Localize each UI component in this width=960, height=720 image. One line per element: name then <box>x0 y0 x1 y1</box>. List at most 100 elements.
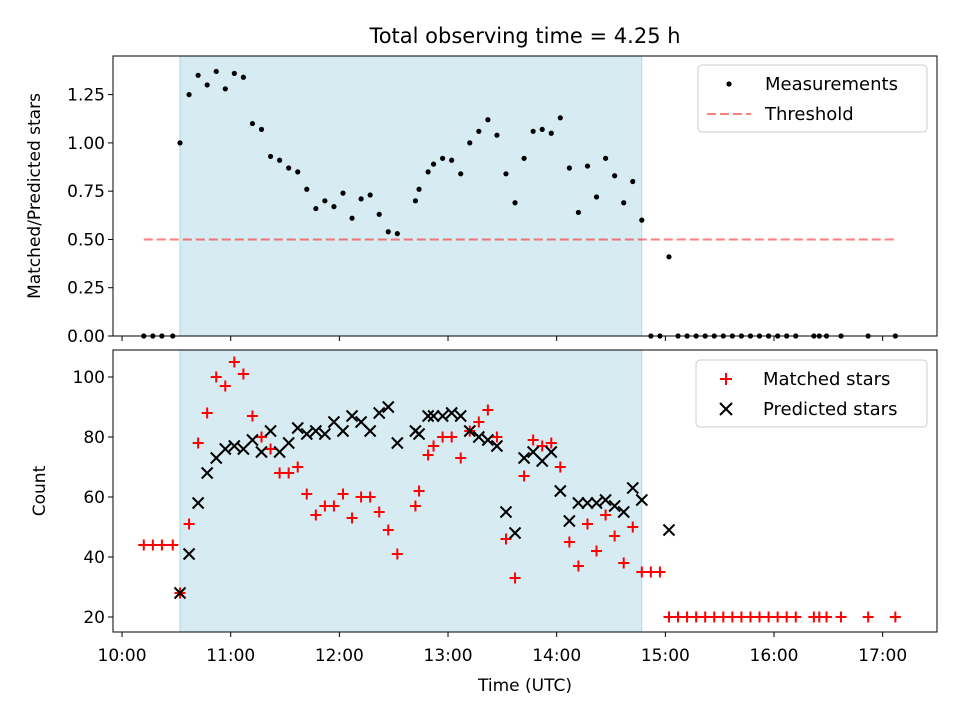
predicted-star-point <box>173 586 187 600</box>
measurement-point <box>195 72 201 78</box>
predicted-star-point <box>490 439 504 453</box>
matched-star-point <box>581 518 593 530</box>
matched-star-point <box>228 356 240 368</box>
matched-star-point <box>201 407 213 419</box>
predicted-star-point <box>421 409 435 423</box>
top-x-axis-ticks <box>121 336 884 341</box>
measurement-point <box>602 155 609 161</box>
top-y-tick-label: 0.75 <box>67 182 105 202</box>
predicted-star-point <box>581 496 594 510</box>
measurement-point <box>313 205 319 212</box>
measurement-point <box>639 217 645 223</box>
matched-star-point <box>862 611 874 623</box>
matched-star-point <box>618 557 630 569</box>
bottom-x-tick-label: 15:00 <box>641 646 690 666</box>
predicted-star-point <box>391 436 404 450</box>
bottom-legend-frame <box>695 359 928 428</box>
top-y-tick-label: 0.25 <box>67 279 105 299</box>
measurement-point <box>249 120 256 127</box>
bottom-x-tick-label: 13:00 <box>424 646 473 666</box>
top-y-axis-label: Matched/Predicted stars <box>25 93 45 299</box>
predicted-star-point <box>264 424 277 438</box>
predicted-star-point <box>382 400 395 414</box>
measurement-point <box>412 198 419 204</box>
legend-measurements-label: Measurements <box>765 74 898 95</box>
predicted-star-point <box>463 424 476 438</box>
matched-star-point <box>167 539 179 551</box>
top-y-tick-label: 0.00 <box>67 327 105 347</box>
top-legend: Measurements Threshold <box>697 64 928 133</box>
matched-star-point <box>337 488 349 500</box>
top-plot-frame <box>112 55 938 337</box>
matched-star-point <box>246 410 258 422</box>
chart-title: Total observing time = 4.25 h <box>368 24 680 48</box>
bottom-panel: 20 40 60 80 100 10:00 11:00 12:00 13:00 14:00 15:… <box>30 349 938 696</box>
legend-matched-marker <box>720 373 732 385</box>
matched-star-point <box>500 533 512 545</box>
matched-star-point <box>446 431 458 443</box>
predicted-star-point <box>590 496 603 510</box>
predicted-star-point <box>572 496 585 510</box>
predicted-star-point <box>472 430 486 444</box>
bottom-x-tick-label: 11:00 <box>206 646 255 666</box>
measurement-point <box>416 186 422 192</box>
matched-star-point <box>219 380 231 392</box>
matched-star-point <box>409 500 421 512</box>
measurement-point <box>521 155 527 161</box>
measurement-point <box>476 128 482 134</box>
measurement-point <box>425 169 431 175</box>
matched-star-point <box>455 452 467 464</box>
bottom-legend: Matched stars Predicted stars <box>695 359 928 428</box>
bottom-y-axis-ticks: 20 40 60 80 100 <box>73 368 113 628</box>
top-y-tick-label: 1.00 <box>67 134 105 154</box>
predicted-star-point <box>635 493 649 507</box>
matched-star-point <box>192 437 204 449</box>
bottom-y-tick-label: 80 <box>83 428 105 448</box>
matched-star-point <box>482 404 494 416</box>
predicted-star-points <box>173 400 676 600</box>
matched-star-point <box>364 491 376 503</box>
top-y-axis-ticks: 0.00 0.25 0.50 0.75 1.00 1.25 <box>67 86 113 347</box>
predicted-star-point <box>617 505 630 519</box>
predicted-star-point <box>545 445 558 459</box>
legend-matched-label: Matched stars <box>763 369 890 390</box>
matched-star-point <box>382 524 394 536</box>
matched-star-point <box>473 416 485 428</box>
predicted-star-point <box>182 547 196 561</box>
matched-star-point <box>609 530 621 542</box>
predicted-star-point <box>246 433 259 447</box>
matched-star-point <box>527 434 539 446</box>
predicted-star-point <box>626 481 639 495</box>
matched-star-point <box>210 371 222 383</box>
measurement-point <box>430 161 437 167</box>
predicted-star-point <box>191 496 205 510</box>
measurement-point <box>494 132 500 138</box>
measurement-point <box>539 126 545 132</box>
measurement-point <box>458 171 464 177</box>
predicted-star-point <box>255 445 268 459</box>
measurement-points <box>141 68 898 339</box>
matched-star-point <box>156 539 168 551</box>
matched-star-point <box>790 611 802 623</box>
measurement-point <box>376 211 382 217</box>
predicted-star-point <box>563 514 576 528</box>
predicted-star-point <box>282 436 295 450</box>
measurement-point <box>331 204 337 210</box>
matched-star-point <box>422 449 434 461</box>
predicted-star-point <box>454 409 467 423</box>
measurement-point <box>222 86 228 92</box>
measurement-point <box>231 70 237 76</box>
observing-window-shade-bottom <box>180 350 642 632</box>
matched-star-point <box>292 461 304 473</box>
measurement-point <box>358 196 364 202</box>
predicted-star-point <box>436 409 449 423</box>
measurement-point <box>530 128 536 134</box>
legend-measurements-marker <box>726 81 732 87</box>
matched-star-point <box>256 431 268 443</box>
predicted-star-point <box>228 439 241 453</box>
matched-star-point <box>328 500 340 512</box>
predicted-star-point <box>219 442 232 456</box>
predicted-star-point <box>345 409 359 423</box>
measurement-point <box>277 157 283 163</box>
